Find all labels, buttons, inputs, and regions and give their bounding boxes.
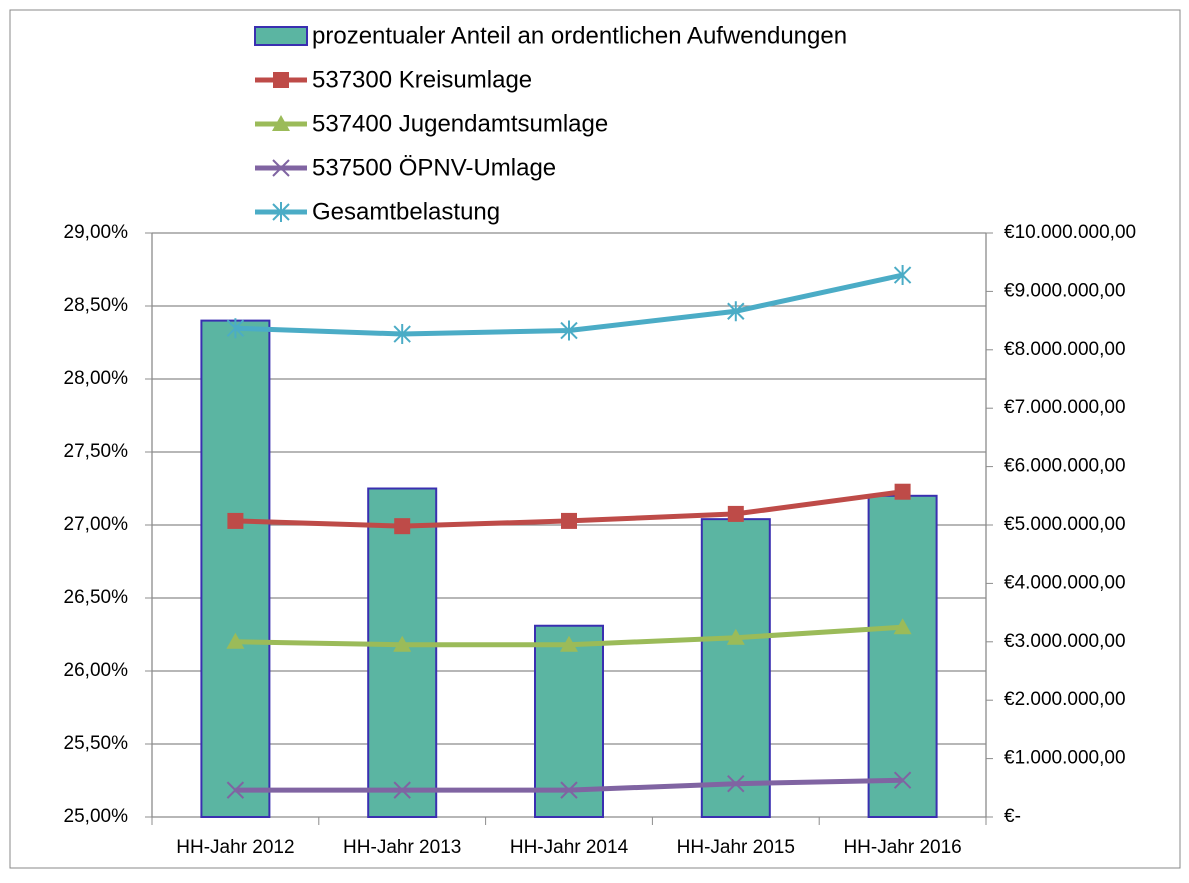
x-tick-label: HH-Jahr 2014 (510, 837, 629, 858)
y2-tick-label: €4.000.000,00 (1004, 572, 1126, 593)
legend-label: 537400 Jugendamtsumlage (312, 110, 608, 137)
marker (727, 505, 744, 522)
legend-label: prozentualer Anteil an ordentlichen Aufw… (312, 22, 847, 49)
marker (726, 628, 745, 645)
legend-swatch (254, 26, 308, 46)
bar (367, 487, 438, 818)
x-tick-label: HH-Jahr 2016 (843, 837, 961, 858)
y2-tick-label: €3.000.000,00 (1004, 631, 1126, 652)
marker (226, 781, 245, 799)
marker (893, 771, 912, 789)
y2-tick-label: €9.000.000,00 (1004, 280, 1126, 301)
y-tick-label: 25,00% (64, 806, 129, 827)
y-tick-label: 26,50% (64, 587, 129, 608)
legend-label: 537300 Kreisumlage (312, 66, 532, 93)
marker (394, 518, 411, 535)
y2-tick-label: €8.000.000,00 (1004, 339, 1126, 360)
x-tick-label: HH-Jahr 2013 (343, 837, 461, 858)
marker (727, 775, 745, 793)
y-tick-label: 28,00% (64, 368, 129, 389)
marker (894, 483, 911, 500)
marker (393, 635, 412, 652)
bar (700, 518, 771, 818)
marker (393, 781, 411, 799)
y-tick-label: 28,50% (64, 295, 129, 316)
marker (727, 301, 745, 322)
legend-label: 537500 ÖPNV-Umlage (312, 154, 556, 181)
marker (560, 320, 578, 341)
y-tick-label: 25,50% (64, 733, 129, 754)
y-tick-label: 26,00% (64, 660, 129, 681)
y2-tick-label: €2.000.000,00 (1004, 689, 1126, 710)
bar (867, 494, 938, 818)
marker (226, 632, 245, 649)
bar (200, 319, 271, 818)
marker (227, 512, 244, 529)
y2-tick-label: €- (1004, 806, 1021, 827)
marker (272, 115, 290, 131)
x-tick-label: HH-Jahr 2012 (176, 837, 294, 858)
marker (561, 512, 577, 529)
x-tick-label: HH-Jahr 2015 (677, 837, 795, 858)
y2-tick-label: €1.000.000,00 (1004, 748, 1126, 769)
marker (273, 72, 289, 88)
y-tick-label: 27,00% (64, 514, 129, 535)
y-tick-label: 27,50% (64, 441, 129, 462)
marker (893, 618, 912, 635)
y2-tick-label: €7.000.000,00 (1004, 397, 1126, 418)
y2-tick-label: €10.000.000,00 (1004, 222, 1136, 243)
marker (560, 635, 578, 652)
bar (534, 624, 604, 818)
y2-tick-label: €6.000.000,00 (1004, 456, 1126, 477)
y2-tick-label: €5.000.000,00 (1004, 514, 1126, 535)
marker (893, 265, 912, 286)
marker (226, 318, 245, 339)
y-tick-label: 29,00% (64, 222, 129, 243)
marker (272, 159, 290, 177)
marker (560, 781, 578, 799)
marker (393, 324, 411, 345)
marker (272, 202, 290, 222)
legend-label: Gesamtbelastung (312, 198, 500, 225)
